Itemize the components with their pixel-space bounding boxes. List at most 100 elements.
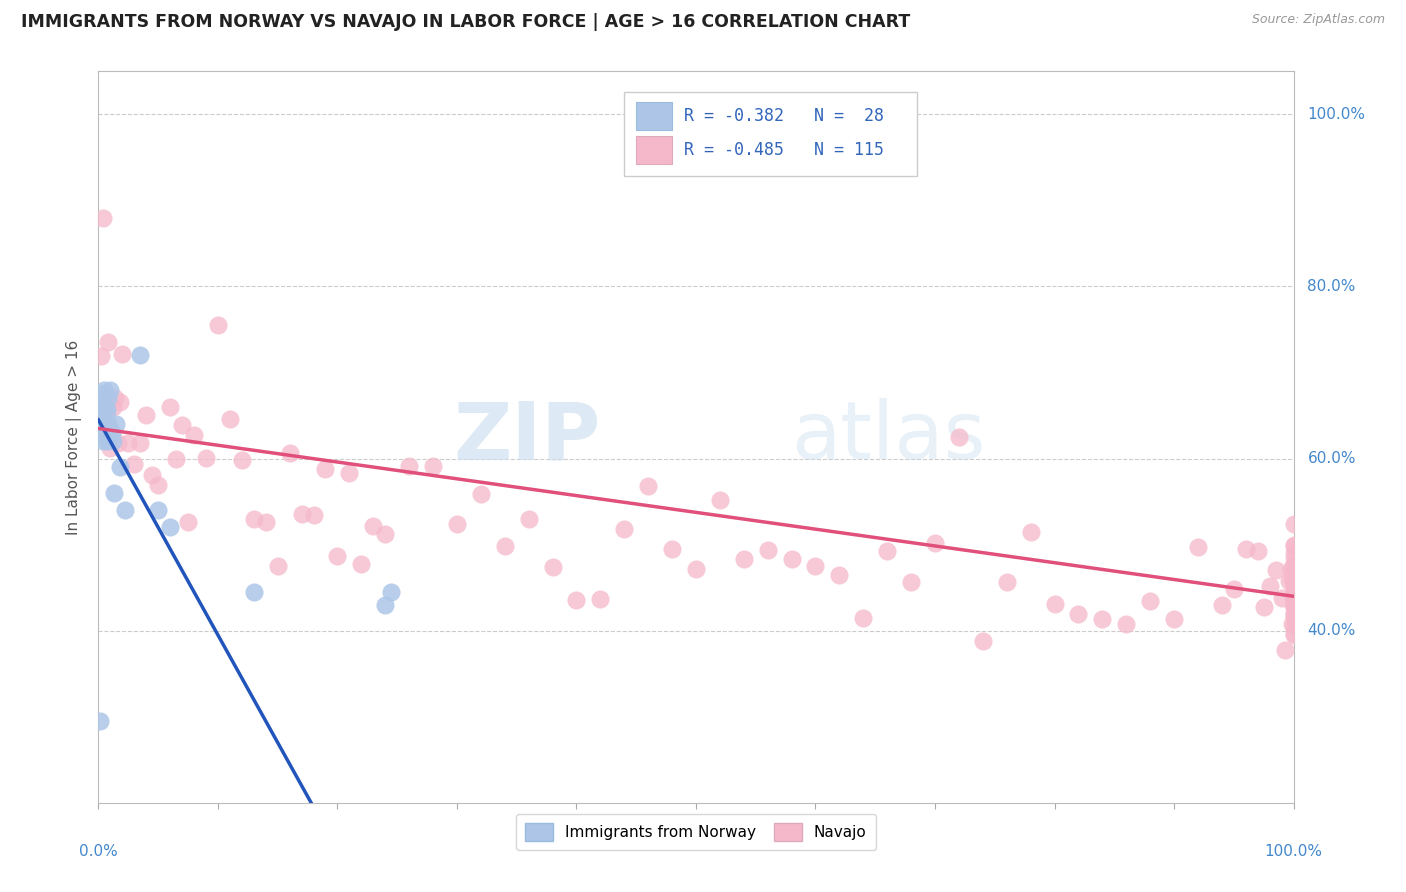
- Point: [1211, 598, 1233, 612]
- Point: [780, 551, 803, 566]
- Point: [1282, 539, 1305, 553]
- Legend: Immigrants from Norway, Navajo: Immigrants from Norway, Navajo: [516, 814, 876, 850]
- Point: [207, 318, 229, 333]
- Point: [93, 417, 115, 432]
- Point: [398, 459, 420, 474]
- Text: 80.0%: 80.0%: [1308, 279, 1355, 294]
- Point: [219, 412, 242, 426]
- Point: [374, 526, 396, 541]
- Point: [1282, 550, 1305, 565]
- Point: [159, 401, 181, 415]
- Point: [1139, 594, 1161, 608]
- Point: [243, 512, 266, 526]
- Point: [129, 348, 152, 362]
- Point: [685, 562, 707, 576]
- Point: [1282, 593, 1305, 607]
- Point: [141, 467, 163, 482]
- Point: [105, 417, 128, 432]
- Point: [363, 519, 385, 533]
- Point: [135, 408, 157, 422]
- Point: [852, 611, 875, 625]
- Text: IMMIGRANTS FROM NORWAY VS NAVAJO IN LABOR FORCE | AGE > 16 CORRELATION CHART: IMMIGRANTS FROM NORWAY VS NAVAJO IN LABO…: [21, 13, 910, 31]
- Text: 60.0%: 60.0%: [1308, 451, 1355, 467]
- Point: [1282, 573, 1305, 587]
- Point: [1279, 562, 1302, 576]
- Point: [108, 395, 131, 409]
- Point: [315, 462, 337, 476]
- Point: [972, 633, 994, 648]
- Point: [380, 585, 402, 599]
- Point: [93, 383, 115, 397]
- Point: [302, 508, 325, 523]
- Point: [804, 558, 827, 573]
- Point: [101, 434, 124, 449]
- Point: [1282, 567, 1305, 582]
- Point: [91, 387, 114, 401]
- Text: 100.0%: 100.0%: [1308, 107, 1365, 122]
- Point: [1282, 626, 1305, 640]
- Point: [94, 408, 117, 422]
- Point: [114, 503, 136, 517]
- Point: [148, 478, 170, 492]
- Point: [1019, 525, 1042, 540]
- Point: [1282, 565, 1305, 579]
- Point: [267, 559, 290, 574]
- Point: [278, 446, 301, 460]
- Point: [350, 557, 373, 571]
- Point: [1253, 599, 1275, 614]
- Point: [107, 435, 129, 450]
- Text: ZIP: ZIP: [453, 398, 600, 476]
- Point: [98, 421, 121, 435]
- Point: [1271, 591, 1294, 605]
- Point: [100, 425, 122, 440]
- Point: [90, 413, 112, 427]
- Point: [195, 451, 218, 466]
- Point: [96, 404, 118, 418]
- Point: [91, 400, 114, 414]
- FancyBboxPatch shape: [637, 136, 672, 163]
- Point: [1281, 573, 1303, 587]
- Point: [1282, 546, 1305, 560]
- Point: [446, 517, 468, 532]
- Point: [148, 503, 170, 517]
- Text: R = -0.485   N = 115: R = -0.485 N = 115: [685, 141, 884, 159]
- Point: [101, 400, 124, 414]
- Point: [1264, 563, 1286, 577]
- Point: [1282, 587, 1305, 601]
- Point: [1282, 576, 1305, 591]
- Point: [129, 436, 152, 450]
- Point: [172, 417, 194, 432]
- Point: [565, 593, 588, 607]
- Point: [94, 400, 117, 414]
- Point: [589, 591, 612, 606]
- Point: [876, 544, 898, 558]
- Point: [98, 441, 122, 455]
- Point: [1282, 628, 1305, 642]
- Point: [97, 417, 120, 432]
- Point: [1282, 537, 1305, 551]
- Point: [1282, 594, 1305, 608]
- Point: [995, 575, 1018, 590]
- Point: [124, 457, 146, 471]
- Point: [1247, 544, 1270, 558]
- Point: [1281, 617, 1303, 632]
- Text: 0.0%: 0.0%: [79, 845, 118, 860]
- Point: [97, 335, 120, 350]
- Point: [1282, 577, 1305, 591]
- Point: [1282, 561, 1305, 575]
- Point: [1043, 597, 1066, 611]
- Point: [924, 536, 946, 550]
- Point: [1282, 611, 1305, 625]
- Point: [900, 574, 922, 589]
- Point: [91, 395, 114, 409]
- Point: [1282, 589, 1305, 603]
- Point: [948, 430, 970, 444]
- Text: R = -0.382   N =  28: R = -0.382 N = 28: [685, 107, 884, 125]
- Point: [231, 453, 253, 467]
- Point: [165, 452, 187, 467]
- Point: [1067, 607, 1090, 622]
- Point: [1282, 583, 1305, 598]
- Point: [1282, 516, 1305, 531]
- Point: [1091, 612, 1114, 626]
- Point: [326, 549, 349, 563]
